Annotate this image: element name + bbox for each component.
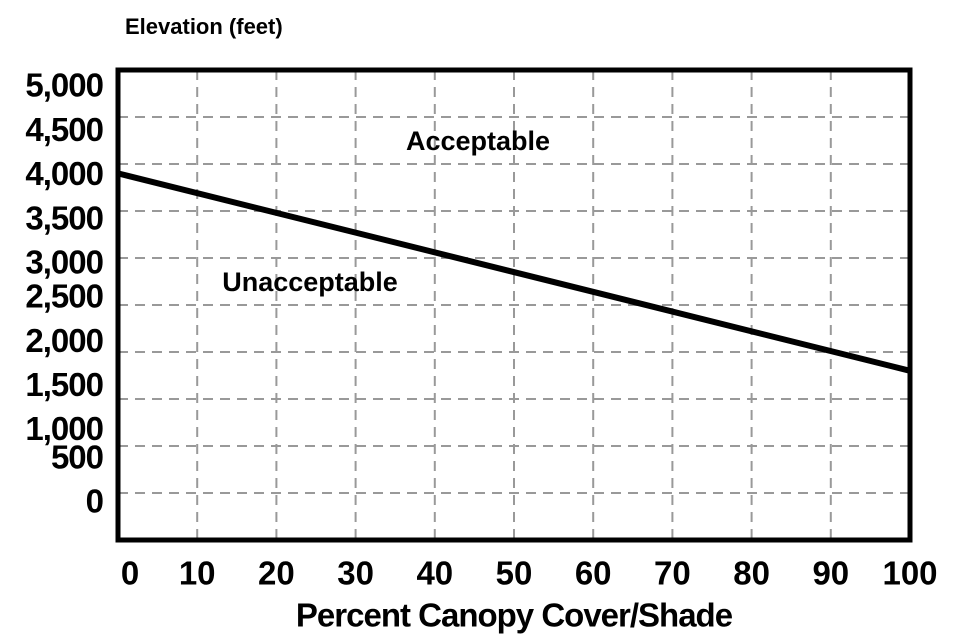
y-tick-label: 3,000	[25, 243, 103, 280]
plot-border	[115, 67, 913, 543]
x-tick-label: 100	[882, 555, 937, 592]
y-axis-label: Elevation (feet)	[125, 14, 283, 39]
x-tick-label: 30	[337, 555, 374, 592]
x-tick-label: 20	[258, 555, 295, 592]
x-axis-label: Percent Canopy Cover/Shade	[296, 597, 733, 634]
y-tick-label: 4,000	[25, 155, 103, 192]
y-tick-label: 1,500	[25, 366, 103, 403]
y-tick-label: 0	[86, 483, 103, 520]
y-tick-label: 5,000	[25, 67, 103, 104]
x-tick-label: 40	[416, 555, 453, 592]
x-tick-label: 60	[575, 555, 612, 592]
annotation: Unacceptable	[222, 267, 398, 297]
y-tick-label: 1,000	[25, 410, 103, 447]
x-tick-label: 90	[812, 555, 849, 592]
y-tick-label: 4,500	[25, 111, 103, 148]
y-tick-label: 500	[51, 438, 103, 475]
y-tick-label: 3,500	[25, 199, 103, 236]
y-tick-label: 2,000	[25, 322, 103, 359]
x-tick-label: 10	[179, 555, 216, 592]
annotation: Acceptable	[406, 126, 550, 156]
x-tick-label: 0	[121, 555, 139, 592]
line	[117, 170, 911, 374]
x-tick-label: 50	[496, 555, 533, 592]
x-tick-label: 70	[654, 555, 691, 592]
x-tick-label: 80	[733, 555, 770, 592]
y-tick-label: 2,500	[25, 278, 103, 315]
